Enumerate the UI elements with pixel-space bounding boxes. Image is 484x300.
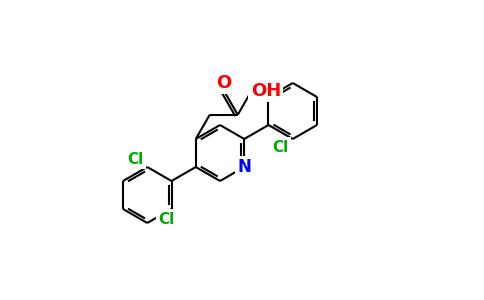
Text: O: O xyxy=(216,74,231,92)
Text: N: N xyxy=(237,158,251,176)
Text: OH: OH xyxy=(251,82,281,100)
Text: Cl: Cl xyxy=(272,140,289,154)
Text: Cl: Cl xyxy=(262,80,279,94)
Text: Cl: Cl xyxy=(127,152,143,166)
Text: Cl: Cl xyxy=(158,212,175,226)
